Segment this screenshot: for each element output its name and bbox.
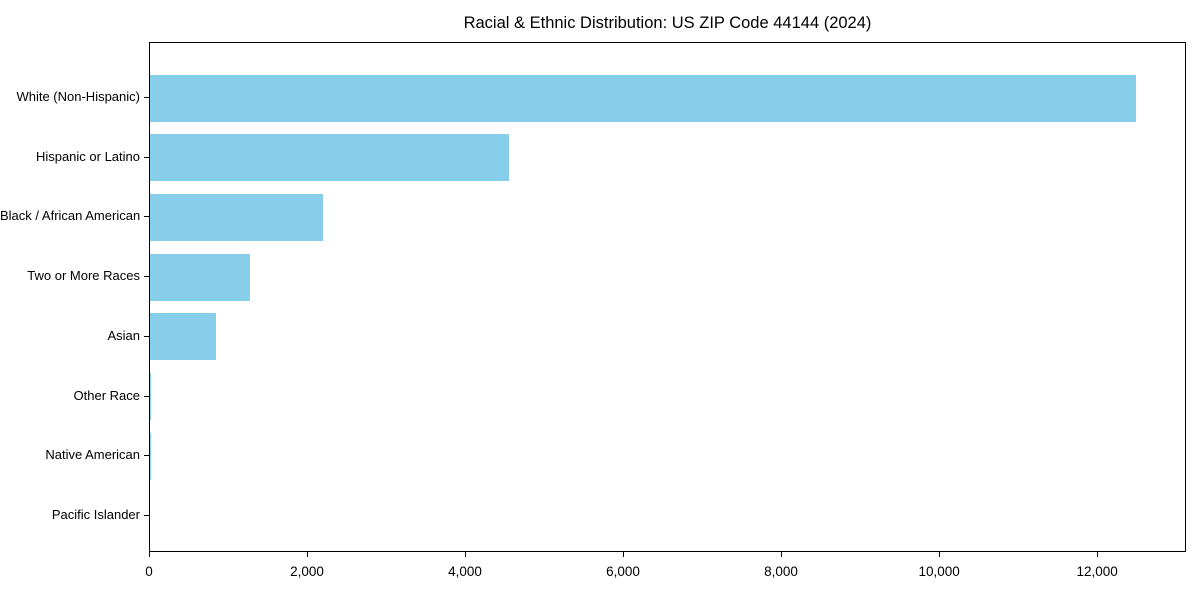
- y-tick-mark: [144, 455, 149, 457]
- x-tick-mark: [149, 552, 150, 557]
- x-tick-mark: [939, 552, 941, 557]
- y-tick-label-other-race: Other Race: [73, 387, 140, 403]
- y-tick-label-hispanic-or-latino: Hispanic or Latino: [35, 148, 140, 164]
- y-tick-mark: [144, 276, 149, 278]
- y-tick-label-pacific-islander: Pacific Islander: [51, 506, 140, 522]
- x-tick-label-4000: 4,000: [448, 564, 482, 579]
- bar-two-or-more-races: [150, 253, 251, 301]
- x-tick-label-6000: 6,000: [606, 564, 640, 579]
- bar-white-non-hispanic: [150, 74, 1136, 122]
- x-tick-label-12000: 12,000: [1076, 564, 1118, 579]
- y-tick-label-native-american: Native American: [45, 447, 140, 463]
- x-tick-label-2000: 2,000: [290, 564, 324, 579]
- y-tick-mark: [144, 97, 149, 98]
- bar-hispanic-or-latino: [150, 134, 509, 182]
- y-tick-mark: [144, 156, 149, 158]
- x-tick-mark: [623, 552, 625, 557]
- x-tick-label-8000: 8,000: [764, 564, 798, 579]
- bar-black-african-american: [150, 193, 324, 241]
- y-tick-label-black-african-american: Black / African American: [0, 208, 141, 224]
- y-tick-mark: [144, 395, 149, 397]
- bar-other-race: [150, 373, 152, 421]
- y-tick-label-asian: Asian: [107, 327, 140, 343]
- x-tick-label-10000: 10,000: [918, 564, 960, 579]
- x-tick-label-0: 0: [145, 564, 153, 579]
- x-tick-mark: [465, 552, 467, 557]
- chart-title: Racial & Ethnic Distribution: US ZIP Cod…: [463, 14, 872, 32]
- x-tick-mark: [781, 552, 783, 557]
- y-tick-mark: [144, 514, 149, 516]
- y-tick-mark: [144, 335, 149, 337]
- x-tick-mark: [1097, 552, 1099, 557]
- y-tick-mark: [144, 216, 149, 218]
- bar-asian: [150, 313, 217, 361]
- plot-area: [149, 42, 1186, 552]
- x-tick-mark: [307, 552, 309, 557]
- y-tick-label-white-non-hispanic: White (Non-Hispanic): [16, 89, 140, 104]
- y-tick-label-two-or-more-races: Two or More Races: [27, 268, 140, 284]
